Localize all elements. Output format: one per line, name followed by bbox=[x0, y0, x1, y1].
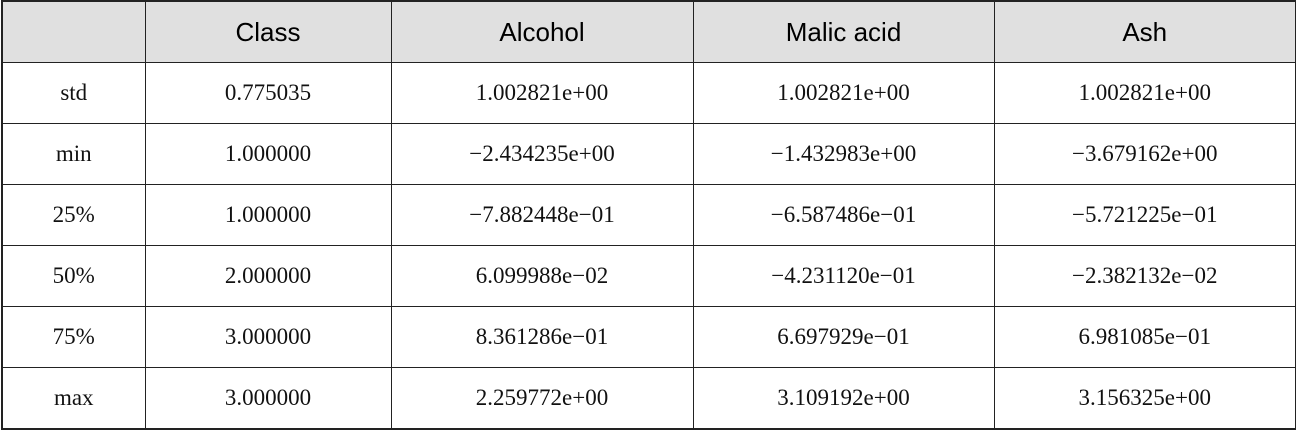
table-row: max 3.000000 2.259772e+00 3.109192e+00 3.156… bbox=[1, 367, 1296, 430]
table-cell: 3.109192e+00 bbox=[692, 367, 995, 430]
row-label: max bbox=[1, 367, 146, 430]
row-label: std bbox=[1, 62, 146, 124]
table-cell: 6.697929e−01 bbox=[692, 306, 995, 368]
table-cell: 1.002821e+00 bbox=[390, 62, 694, 124]
column-header: Ash bbox=[993, 0, 1296, 63]
table-cell: −2.382132e−02 bbox=[993, 245, 1296, 307]
table-cell: −1.432983e+00 bbox=[692, 123, 995, 185]
table-cell: −2.434235e+00 bbox=[390, 123, 694, 185]
table-cell: 1.002821e+00 bbox=[993, 62, 1296, 124]
table-row: 25% 1.000000 −7.882448e−01 −6.587486e−01 −5.… bbox=[1, 184, 1296, 246]
column-header: Alcohol bbox=[390, 0, 694, 63]
table-cell: 2.259772e+00 bbox=[390, 367, 694, 430]
table-cell: 3.156325e+00 bbox=[993, 367, 1296, 430]
table-cell: −3.679162e+00 bbox=[993, 123, 1296, 185]
table-cell: 6.981085e−01 bbox=[993, 306, 1296, 368]
table-row: 50% 2.000000 6.099988e−02 −4.231120e−01 −2.3… bbox=[1, 245, 1296, 307]
table-cell: 8.361286e−01 bbox=[390, 306, 694, 368]
table-row: 75% 3.000000 8.361286e−01 6.697929e−01 6.981… bbox=[1, 306, 1296, 368]
table-cell: 6.099988e−02 bbox=[390, 245, 694, 307]
row-label: 50% bbox=[1, 245, 146, 307]
table-body: std 0.775035 1.002821e+00 1.002821e+00 1.002… bbox=[1, 62, 1296, 430]
row-label: 75% bbox=[1, 306, 146, 368]
row-label: min bbox=[1, 123, 146, 185]
table-cell: −7.882448e−01 bbox=[390, 184, 694, 246]
table-cell: 3.000000 bbox=[144, 306, 392, 368]
table-cell: 2.000000 bbox=[144, 245, 392, 307]
corner-cell bbox=[1, 0, 146, 63]
table-cell: −5.721225e−01 bbox=[993, 184, 1296, 246]
table-cell: 0.775035 bbox=[144, 62, 392, 124]
column-header: Malic acid bbox=[692, 0, 995, 63]
table-row: min 1.000000 −2.434235e+00 −1.432983e+00 −3.… bbox=[1, 123, 1296, 185]
table-cell: 1.000000 bbox=[144, 184, 392, 246]
table-cell: 3.000000 bbox=[144, 367, 392, 430]
column-header: Class bbox=[144, 0, 392, 63]
table-cell: 1.002821e+00 bbox=[692, 62, 995, 124]
row-label: 25% bbox=[1, 184, 146, 246]
table-cell: −4.231120e−01 bbox=[692, 245, 995, 307]
table-row: std 0.775035 1.002821e+00 1.002821e+00 1.002… bbox=[1, 62, 1296, 124]
table-cell: 1.000000 bbox=[144, 123, 392, 185]
header-row: Class Alcohol Malic acid Ash bbox=[1, 0, 1296, 63]
table-cell: −6.587486e−01 bbox=[692, 184, 995, 246]
